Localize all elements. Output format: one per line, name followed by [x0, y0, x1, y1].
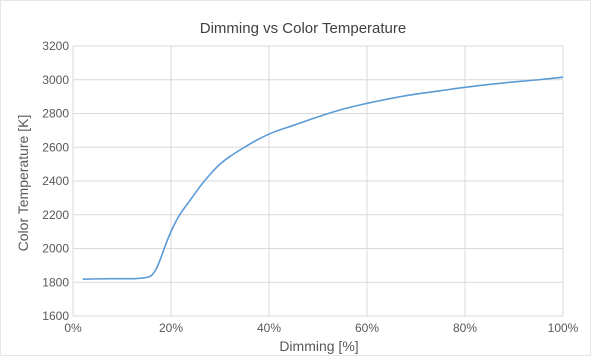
y-tick-label: 2600 [42, 140, 69, 154]
x-tick-label: 20% [159, 321, 183, 335]
x-tick-label: 80% [453, 321, 477, 335]
y-tick-label: 1600 [42, 309, 69, 323]
y-tick-label: 2800 [42, 107, 69, 121]
x-tick-label: 0% [64, 321, 82, 335]
y-tick-label: 2000 [42, 242, 69, 256]
y-tick-label: 2200 [42, 208, 69, 222]
y-axis-title: Color Temperature [K] [15, 115, 31, 252]
x-axis-ticks: 0% 20% 40% 60% 80% 100% [64, 321, 578, 335]
y-tick-label: 2400 [42, 174, 69, 188]
x-axis-title: Dimming [%] [279, 338, 358, 354]
y-tick-label: 3000 [42, 73, 69, 87]
series-line [82, 76, 564, 281]
grid-lines [72, 45, 564, 317]
x-tick-label: 40% [257, 321, 281, 335]
x-tick-label: 60% [355, 321, 379, 335]
y-axis-ticks: 1600 1800 2000 2200 2400 2600 2800 3000 3200 [42, 39, 69, 323]
chart-title: Dimming vs Color Temperature [200, 20, 406, 37]
x-tick-label: 100% [548, 321, 579, 335]
y-tick-label: 3200 [42, 39, 69, 53]
y-tick-label: 1800 [42, 275, 69, 289]
